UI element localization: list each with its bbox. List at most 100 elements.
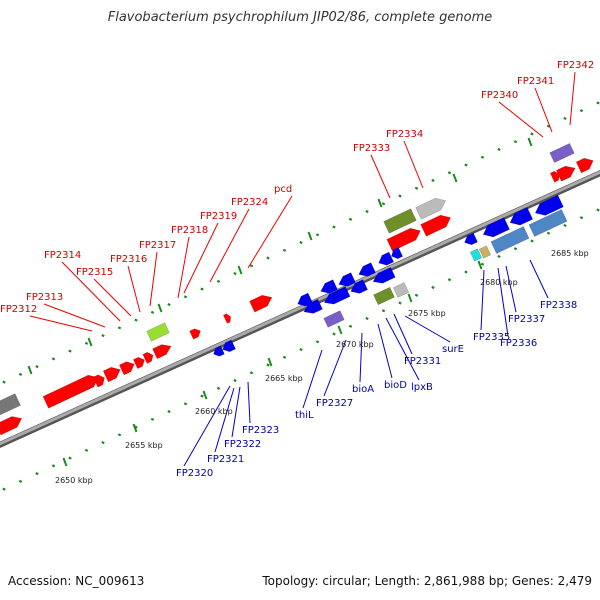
reverse-gene-4 (350, 279, 368, 294)
reverse-gene-tan (478, 245, 492, 259)
tick-dot (200, 394, 204, 398)
scale-tick-label-5: 2675 kbp (408, 309, 446, 318)
reverse-gene-steel-2-shape (528, 209, 568, 237)
reverse-gene-grey-shape (392, 282, 410, 298)
backbone-highlight (0, 170, 600, 446)
reverse-gene-5-shape (372, 267, 396, 284)
reverse-gene-upper-0 (297, 292, 314, 307)
tick-dot (414, 293, 419, 297)
reverse-gene-olive-shape (373, 286, 395, 306)
forward-gene-7 (152, 344, 172, 360)
scale-tick-label-6: 2680 kbp (480, 278, 518, 287)
reverse-gene-upper-2-shape (338, 272, 356, 287)
tick-dot (332, 332, 336, 336)
tick-dot (348, 217, 353, 221)
tick-dot (216, 386, 221, 390)
major-tick (452, 173, 458, 183)
major-tick (527, 137, 533, 147)
reverse-label-6: bioA (352, 384, 374, 395)
tick-dot (101, 334, 105, 338)
tick-dot (447, 278, 452, 282)
forward-leader-14 (569, 71, 576, 126)
reverse-gene-steel-2 (528, 209, 568, 237)
forward-gene-11 (386, 228, 421, 252)
forward-leader-7 (183, 222, 219, 294)
reverse-leader-7 (377, 323, 393, 379)
reverse-leader-6 (359, 332, 363, 383)
forward-label-13: FP2341 (517, 76, 554, 87)
forward-label-14: FP2342 (557, 60, 594, 71)
tick-dot (447, 171, 452, 175)
tick-dot-rows (2, 101, 600, 491)
forward-gene-5 (133, 356, 145, 369)
tick-dot (381, 309, 386, 313)
reverse-gene-upper-5-shape (391, 247, 403, 260)
scale-tick-label-2: 2660 kbp (195, 407, 233, 416)
major-tick (202, 390, 208, 400)
tick-dot (398, 301, 402, 305)
forward-leader-3 (93, 278, 132, 317)
tick-dot (563, 223, 567, 228)
tick-dot (381, 202, 386, 206)
tick-dot (563, 116, 567, 121)
tick-dot (431, 178, 435, 183)
major-tick (337, 325, 343, 335)
reverse-gene-upper-3 (358, 262, 376, 277)
reverse-gene-8-shape (509, 207, 534, 226)
forward-gene-13 (549, 171, 560, 183)
reverse-label-5: FP2327 (316, 398, 353, 409)
tick-dot (84, 341, 89, 345)
forward-gene-grey-shape (415, 197, 446, 220)
forward-label-2: FP2314 (44, 250, 81, 261)
forward-leader-1 (43, 303, 106, 328)
scale-tick-label-3: 2665 kbp (265, 374, 303, 383)
tick-dot (84, 448, 89, 452)
label-leader-lines (29, 71, 576, 467)
tick-dot (68, 349, 72, 353)
tick-dot (18, 479, 23, 483)
tick-dot (167, 302, 171, 307)
tick-dot (200, 287, 204, 291)
forward-gene-3 (102, 366, 121, 383)
tick-dot (464, 270, 468, 274)
scale-tick-label-0: 2650 kbp (55, 476, 93, 485)
reverse-label-1: FP2321 (207, 454, 244, 465)
tick-dot (233, 378, 237, 383)
reverse-gene-3-shape (323, 286, 351, 305)
forward-gene-9 (223, 313, 231, 324)
reverse-gene-9 (534, 194, 564, 216)
reverse-leader-0 (183, 385, 231, 467)
tick-dot (431, 285, 435, 290)
forward-gene-0-shape (0, 416, 23, 436)
reverse-gene-9-shape (534, 194, 564, 216)
tick-dot (183, 295, 188, 299)
forward-label-3: FP2315 (76, 267, 113, 278)
tick-dot (398, 194, 402, 198)
gene-features (0, 143, 594, 436)
tick-dot (546, 124, 551, 128)
tick-dot (68, 456, 72, 460)
reverse-gene-cyan-shape (469, 248, 483, 262)
reverse-gene-cyan (469, 248, 483, 262)
reverse-gene-upper-0-shape (297, 292, 314, 307)
tick-dot (596, 208, 600, 212)
scale-tick-label-1: 2655 kbp (125, 441, 163, 450)
tick-dot (51, 464, 56, 468)
forward-gene-11-shape (386, 228, 421, 252)
forward-label-1: FP2313 (26, 292, 63, 303)
reverse-leader-11 (480, 269, 485, 331)
reverse-label-14: FP2338 (540, 300, 577, 311)
forward-gene-grey-left-shape (0, 393, 21, 417)
forward-gene-6 (142, 352, 154, 364)
reverse-gene-3 (323, 286, 351, 305)
reverse-gene-7 (482, 217, 510, 238)
major-tick (267, 357, 273, 367)
forward-leader-2 (61, 261, 121, 322)
forward-gene-14 (555, 165, 576, 182)
forward-gene-10-shape (249, 295, 273, 313)
forward-gene-9-shape (223, 313, 231, 324)
tick-dot (579, 109, 584, 113)
tick-dot (2, 487, 6, 491)
map-title: Flavobacterium psychrophilum JIP02/86, c… (107, 10, 493, 25)
forward-leader-6 (177, 236, 190, 299)
